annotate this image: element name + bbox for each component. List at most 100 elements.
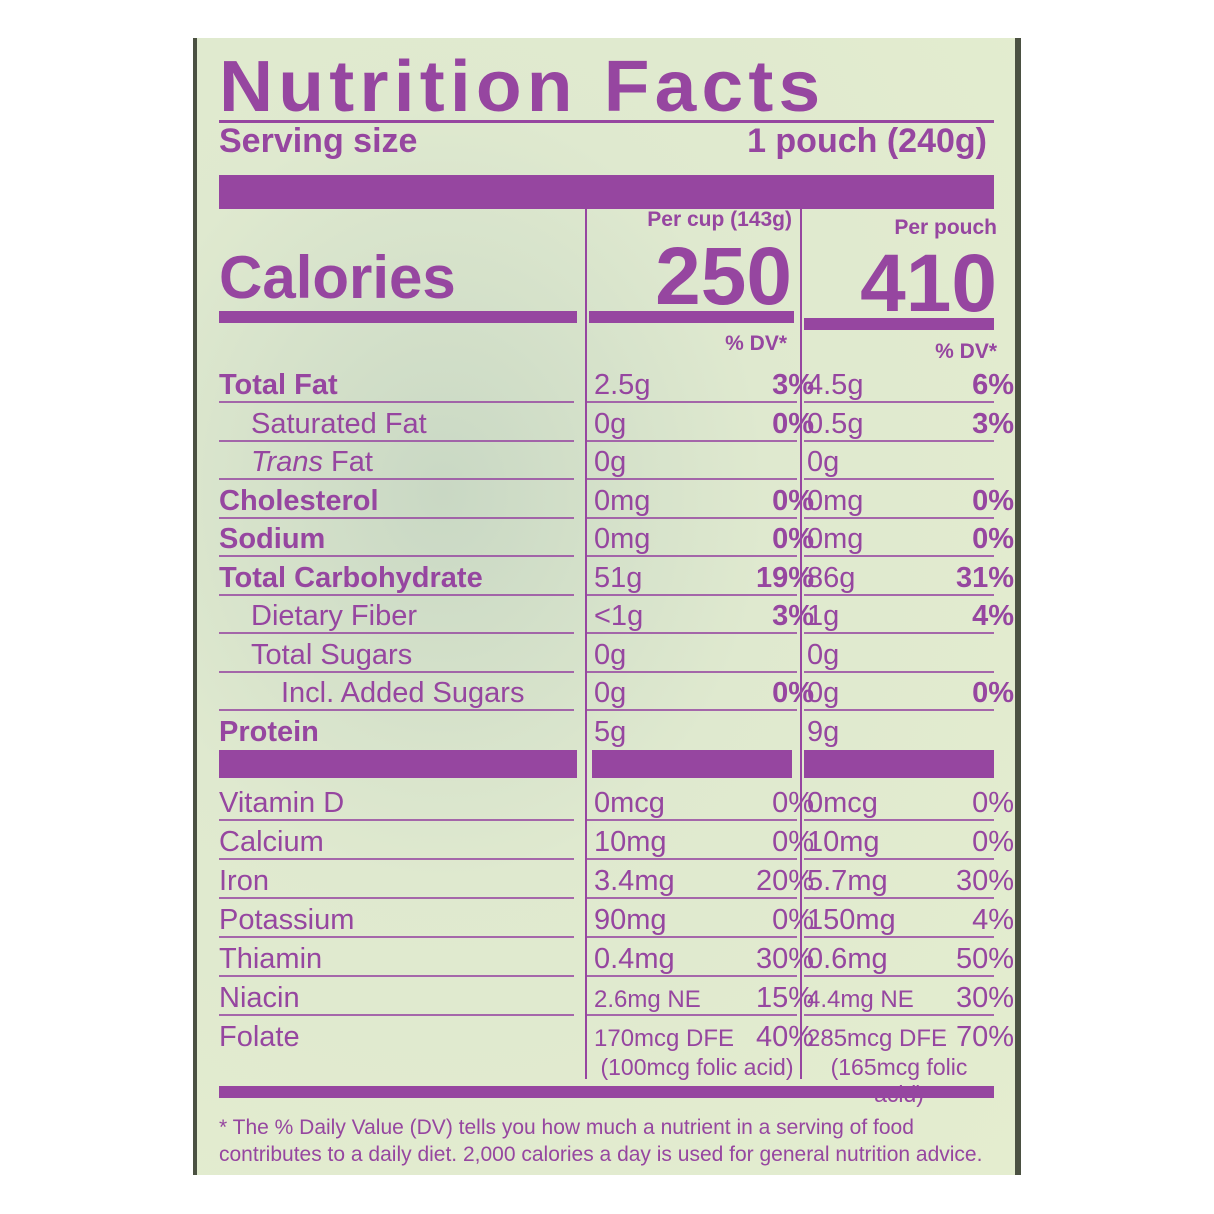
row-divider (804, 439, 994, 442)
thick-divider (219, 1086, 994, 1098)
col2-amount: 0mcg (807, 787, 878, 819)
col1-dv-header: % DV* (725, 332, 787, 355)
col2-amount: 0mg (807, 523, 864, 555)
nutrient-name: Sodium (219, 523, 326, 555)
row-divider (219, 593, 574, 596)
thick-divider (219, 175, 994, 209)
row-divider (219, 709, 574, 711)
col1-dv: 0% (772, 523, 814, 555)
col2-amount: 4.4mg NE (807, 986, 914, 1013)
nutrient-row: Incl. Added Sugars 0g 0% 0g 0% (219, 673, 1014, 711)
col1-dv: 20% (755, 865, 814, 897)
row-divider (804, 632, 994, 634)
nutrient-row: Trans Fat 0g 0g (219, 442, 994, 480)
col2-dv: 70% (955, 1021, 1014, 1053)
col2-dv: 0% (972, 826, 1014, 858)
row-divider (219, 819, 574, 821)
col1-dv: 0% (772, 904, 814, 936)
col1-amount: 0.4mg (594, 943, 675, 975)
col1-amount: 10mg (594, 826, 667, 858)
thick-divider (592, 750, 792, 778)
col2-amount: 0mg (807, 484, 864, 517)
column-divider (585, 209, 587, 1079)
row-divider (587, 439, 797, 442)
row-divider (219, 401, 574, 403)
divider (219, 120, 994, 123)
col1-dv: 40% (755, 1021, 814, 1053)
row-divider (804, 555, 994, 557)
col1-header: Per cup (143g) (647, 208, 792, 231)
col2-amount: 4.5g (807, 369, 864, 401)
row-divider (219, 670, 574, 673)
col1-dv: 3% (772, 369, 814, 401)
row-divider (804, 858, 994, 860)
row-divider (587, 897, 797, 899)
row-divider (804, 975, 994, 977)
row-divider (587, 478, 797, 480)
vitamin-row: Calcium 10mg 0% 10mg 0% (219, 822, 1014, 860)
row-divider (587, 593, 797, 596)
vitamin-name: Niacin (219, 982, 300, 1014)
col2-amount: 285mcg DFE (807, 1025, 948, 1052)
col1-folic-acid: (100mcg folic acid) (600, 1054, 794, 1080)
row-divider (587, 819, 797, 821)
row-divider (219, 632, 574, 634)
col1-amount: 0mg (594, 484, 651, 517)
trans-italic: Trans (251, 446, 323, 478)
vitamin-name: Potassium (219, 904, 355, 936)
row-divider (219, 897, 574, 899)
nutrient-name: Dietary Fiber (251, 600, 417, 632)
col2-amount: 0g (807, 638, 840, 671)
nutrient-name: Protein (219, 715, 319, 748)
col2-dv: 3% (972, 407, 1014, 440)
vitamin-row: Vitamin D 0mcg 0% 0mcg 0% (219, 783, 1014, 821)
row-divider (587, 858, 797, 860)
row-divider (219, 1014, 574, 1016)
nutrient-row: Dietary Fiber <1g 3% 1g 4% (219, 596, 1014, 634)
col2-dv: 4% (972, 904, 1014, 936)
col2-amount: 5.7mg (807, 865, 888, 897)
col2-dv: 0% (972, 787, 1014, 819)
col2-dv: 0% (972, 523, 1014, 555)
col1-dv: 15% (755, 982, 814, 1014)
row-divider (587, 936, 797, 938)
vitamin-row: Folate 170mcg DFE 40% 285mcg DFE 70% (219, 1017, 1014, 1055)
col1-dv: 0% (772, 826, 814, 858)
vitamin-row: Potassium 90mg 0% 150mg 4% (219, 900, 1014, 938)
col1-amount: 170mcg DFE (594, 1025, 735, 1052)
col1-dv: 0% (772, 787, 814, 819)
vitamin-row: Niacin 2.6mg NE 15% 4.4mg NE 30% (219, 978, 1014, 1016)
row-divider (587, 670, 797, 673)
nutrient-name: Total Fat (219, 369, 338, 401)
col1-dv: 0% (772, 484, 814, 517)
col2-amount: 86g (807, 561, 856, 594)
nutrient-name: Saturated Fat (251, 407, 427, 440)
row-divider (804, 897, 994, 899)
nutrient-name: Total Sugars (251, 638, 413, 671)
row-divider (804, 401, 994, 403)
row-divider (587, 1014, 797, 1016)
vitamin-name: Vitamin D (219, 787, 345, 819)
row-divider (804, 709, 994, 711)
col1-dv: 19% (755, 561, 814, 594)
nutrient-name: Trans Fat (251, 446, 373, 478)
nutrient-row: Saturated Fat 0g 0% 0.5g 3% (219, 404, 1014, 442)
col2-amount: 0g (807, 446, 840, 478)
col1-dv: 3% (772, 600, 814, 632)
col1-amount: 90mg (594, 904, 667, 936)
col1-calories: 250 (655, 231, 792, 322)
nutrient-row: Sodium 0mg 0% 0mg 0% (219, 519, 1014, 557)
row-divider (587, 516, 797, 519)
col1-amount: <1g (594, 600, 644, 632)
row-divider (804, 819, 994, 821)
nutrition-panel: Nutrition Facts Serving size 1 pouch (24… (197, 38, 1015, 1175)
col2-dv: 30% (955, 982, 1014, 1014)
nutrient-row: Protein 5g 9g (219, 712, 994, 750)
row-divider (587, 709, 797, 711)
col1-dv: 0% (772, 677, 814, 709)
col2-amount: 0.6mg (807, 943, 888, 975)
nutrient-row: Total Fat 2.5g 3% 4.5g 6% (219, 365, 1014, 403)
vitamin-name: Thiamin (219, 943, 323, 975)
divider (219, 311, 577, 323)
row-divider (587, 555, 797, 557)
